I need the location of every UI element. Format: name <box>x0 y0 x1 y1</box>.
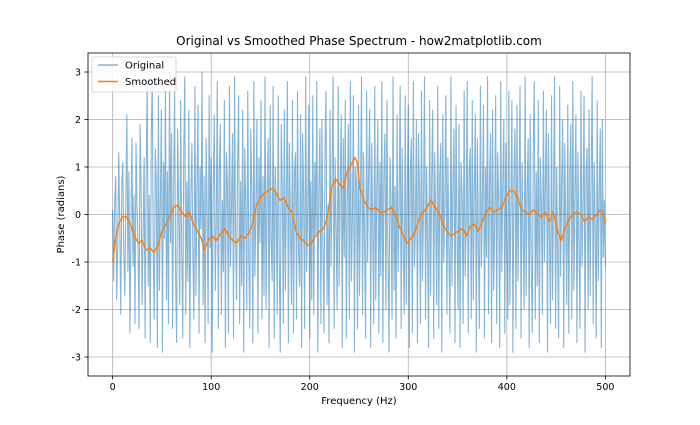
x-axis-label: Frequency (Hz) <box>321 396 397 407</box>
chart-title: Original vs Smoothed Phase Spectrum - ho… <box>176 34 542 48</box>
y-tick-label: -2 <box>72 305 81 316</box>
tick-layer: 0 100 200 300 400 500 -3 -2 -1 0 1 2 3 <box>72 68 615 394</box>
y-tick-label: 3 <box>75 68 81 79</box>
y-axis-label: Phase (radians) <box>56 175 67 253</box>
series-line-original <box>112 71 606 353</box>
x-tick-label: 400 <box>498 382 516 393</box>
y-tick-label: 2 <box>75 115 81 126</box>
x-tick-label: 100 <box>202 382 220 393</box>
y-tick-label: -1 <box>72 258 81 269</box>
legend-label-smoothed: Smoothed <box>125 77 176 88</box>
x-tick-label: 200 <box>301 382 319 393</box>
legend: Original Smoothed <box>91 56 177 93</box>
series-line-smoothed <box>111 156 607 263</box>
y-tick-label: -3 <box>72 353 81 364</box>
y-tick-label: 0 <box>75 210 81 221</box>
x-tick-label: 500 <box>596 382 614 393</box>
x-tick-label: 300 <box>399 382 417 393</box>
x-tick-label: 0 <box>110 382 116 393</box>
series-layer <box>111 71 607 353</box>
legend-label-original: Original <box>125 61 164 72</box>
y-tick-label: 1 <box>75 163 81 174</box>
